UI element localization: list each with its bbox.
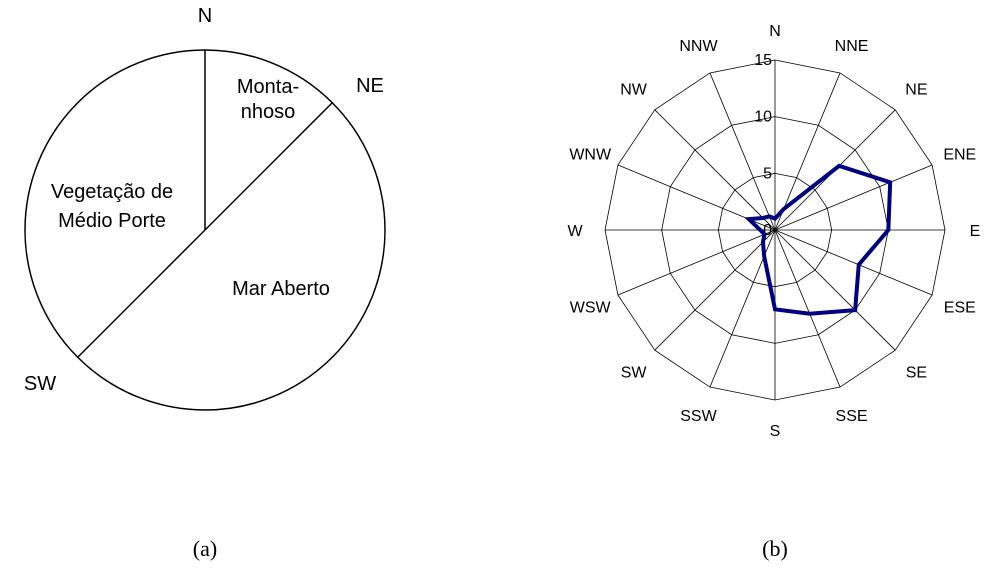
radar-category-label-sse: SSE [836,408,868,425]
radar-spoke-ene [774,164,933,231]
radar-tick-label-0: 0 [763,222,772,239]
radar-spoke-nw [654,109,776,231]
caption-a: (a) [193,536,217,561]
radar-tick-label-15: 15 [754,52,772,69]
radar-spoke-wsw [617,229,776,296]
radar-category-label-wnw: WNW [569,146,612,163]
radar-category-label-s: S [770,423,781,440]
pie-boundary-sw [77,229,206,358]
radar-category-label-se: SE [906,364,927,381]
radar-category-label-w: W [567,223,583,240]
caption-b: (b) [762,536,788,561]
radar-category-label-nne: NNE [835,38,869,55]
radar-category-label-n: N [769,23,781,40]
pie-direction-label-sw: SW [24,373,56,395]
sector-pie-panel: N NE SW Monta-nhoso Vegetação de Médio Porte… [24,5,386,411]
region-label-mar-aberto: Mar Aberto [232,278,330,300]
radar-spoke-sse [774,229,841,388]
pie-direction-label-ne: NE [356,75,384,97]
radar-series-line [744,163,893,316]
radar-panel: N NNE NE ENE E ESE SE SSE S SSW SW WSW W WNW NW NNW 0 5 1… [567,23,980,440]
region-label-montanhoso: Monta-nhoso [237,76,299,123]
radar-tick-label-5: 5 [763,165,772,182]
radar-category-label-sw: SW [621,364,648,381]
pie-direction-label-n: N [198,5,212,27]
radar-category-label-nw: NW [620,82,648,99]
radar-spoke-nne [774,72,841,231]
radar-spoke-sw [654,229,776,351]
radar-spoke-se [774,229,896,351]
radar-category-label-ese: ESE [944,300,976,317]
radar-category-label-ene: ENE [943,146,976,163]
radar-category-label-ssw: SSW [680,408,717,425]
pie-boundary-ne [204,102,333,231]
region-label-vegetacao: Vegetação de Médio Porte [51,181,173,232]
radar-category-label-ne: NE [905,82,927,99]
radar-category-label-nnw: NNW [679,38,718,55]
radar-tick-label-10: 10 [754,109,772,126]
radar-spoke-ese [774,229,933,296]
radar-category-label-e: E [970,223,981,240]
radar-category-label-wsw: WSW [570,300,612,317]
radar-spoke-nnw [709,72,776,231]
